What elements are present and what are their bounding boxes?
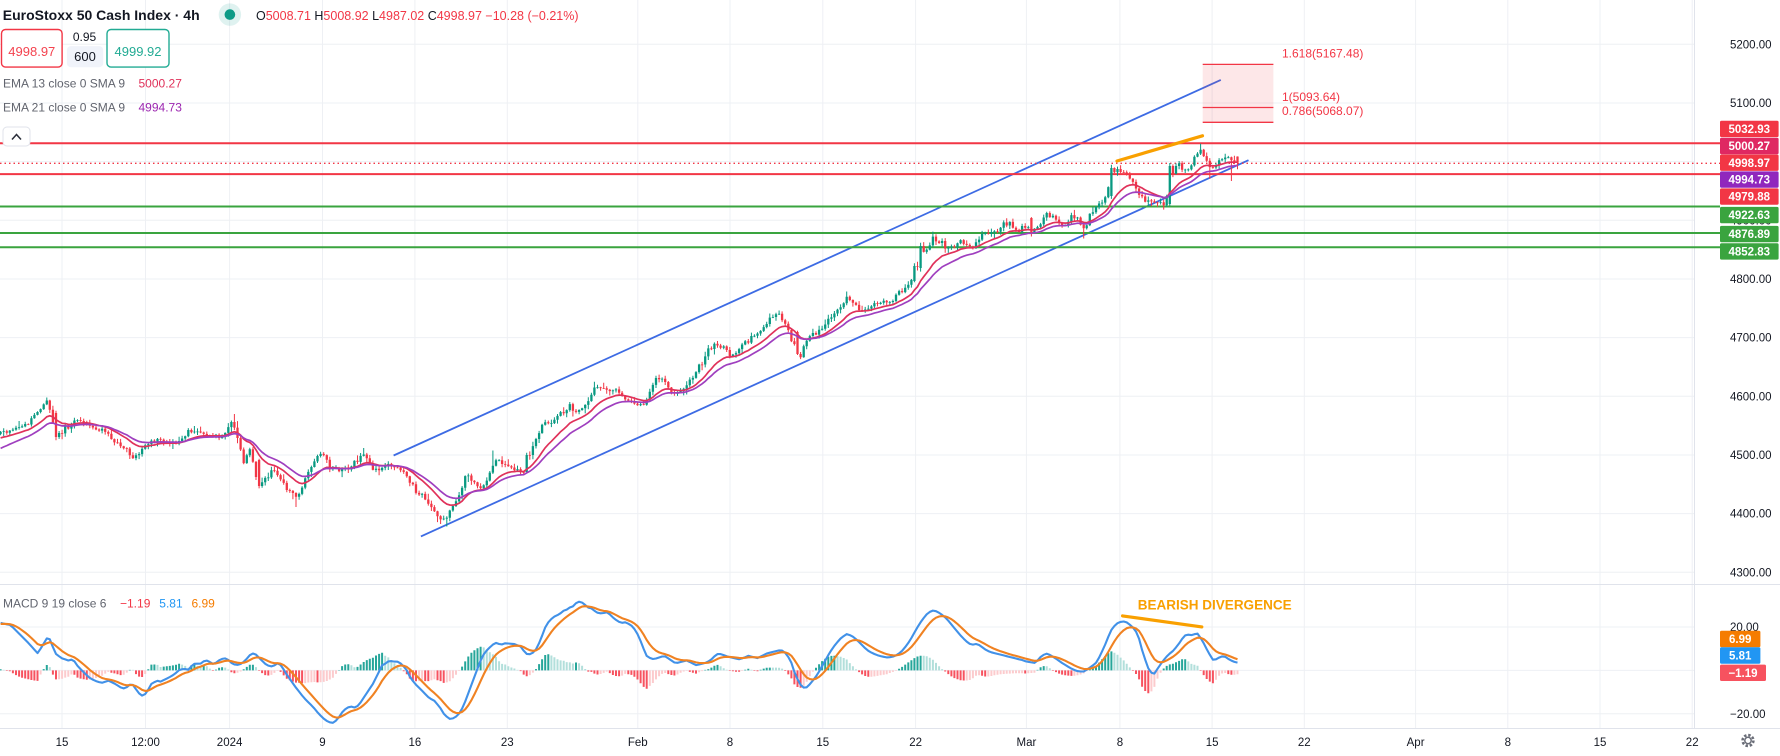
svg-text:4500.00: 4500.00 [1730,450,1772,462]
svg-text:22: 22 [909,737,922,749]
svg-text:Feb: Feb [628,737,648,749]
svg-text:EuroStoxx 50 Cash Index · 4h: EuroStoxx 50 Cash Index · 4h [3,7,200,23]
svg-text:22: 22 [1686,737,1699,749]
svg-text:4998.97: 4998.97 [1729,158,1771,170]
svg-text:8: 8 [1117,737,1123,749]
svg-text:4998.97: 4998.97 [8,44,55,59]
svg-text:Apr: Apr [1407,737,1425,749]
svg-text:5000.27: 5000.27 [1729,141,1771,153]
svg-text:EMA 21 close 0 SMA 9: EMA 21 close 0 SMA 9 [3,101,125,115]
svg-text:5.81: 5.81 [1729,651,1752,663]
svg-text:EMA 13 close 0 SMA 9: EMA 13 close 0 SMA 9 [3,77,125,91]
svg-text:−1.19: −1.19 [120,597,151,611]
svg-text:8: 8 [727,737,733,749]
svg-text:5100.00: 5100.00 [1730,98,1772,110]
svg-text:5.81: 5.81 [159,597,183,611]
svg-text:6.99: 6.99 [1729,634,1751,646]
svg-text:5032.93: 5032.93 [1729,124,1771,136]
svg-text:Mar: Mar [1016,737,1036,749]
svg-text:5000.27: 5000.27 [139,77,183,91]
svg-text:4876.89: 4876.89 [1729,229,1771,241]
svg-text:8: 8 [1505,737,1511,749]
svg-text:23: 23 [501,737,514,749]
svg-text:4999.92: 4999.92 [115,44,162,59]
svg-text:MACD 9 19 close 6: MACD 9 19 close 6 [3,597,107,611]
svg-text:O5008.71 H5008.92 L4987.02 C49: O5008.71 H5008.92 L4987.02 C4998.97 −10.… [256,9,579,23]
svg-text:15: 15 [1206,737,1219,749]
svg-text:1.618(5167.48): 1.618(5167.48) [1282,46,1363,60]
svg-text:4994.73: 4994.73 [1729,175,1771,187]
svg-text:15: 15 [56,737,69,749]
svg-text:15: 15 [1594,737,1607,749]
svg-text:1(5093.64): 1(5093.64) [1282,90,1340,104]
svg-text:15: 15 [816,737,829,749]
svg-text:9: 9 [319,737,325,749]
svg-text:2024: 2024 [217,737,243,749]
svg-text:BEARISH DIVERGENCE: BEARISH DIVERGENCE [1138,598,1292,613]
svg-text:4852.83: 4852.83 [1729,247,1771,259]
svg-text:4600.00: 4600.00 [1730,391,1772,403]
svg-text:4300.00: 4300.00 [1730,567,1772,579]
svg-text:12:00: 12:00 [131,737,160,749]
svg-text:4400.00: 4400.00 [1730,509,1772,521]
svg-text:600: 600 [74,49,96,64]
svg-text:22: 22 [1298,737,1311,749]
svg-text:4994.73: 4994.73 [139,101,183,115]
svg-text:−1.19: −1.19 [1728,668,1757,680]
svg-text:5200.00: 5200.00 [1730,39,1772,51]
svg-text:4922.63: 4922.63 [1729,210,1771,222]
svg-text:0.95: 0.95 [73,30,97,44]
svg-text:4800.00: 4800.00 [1730,274,1772,286]
svg-text:−20.00: −20.00 [1730,709,1766,721]
svg-text:4979.88: 4979.88 [1729,192,1771,204]
svg-text:4700.00: 4700.00 [1730,333,1772,345]
svg-text:16: 16 [409,737,422,749]
svg-text:6.99: 6.99 [192,597,216,611]
svg-text:0.786(5068.07): 0.786(5068.07) [1282,104,1363,118]
